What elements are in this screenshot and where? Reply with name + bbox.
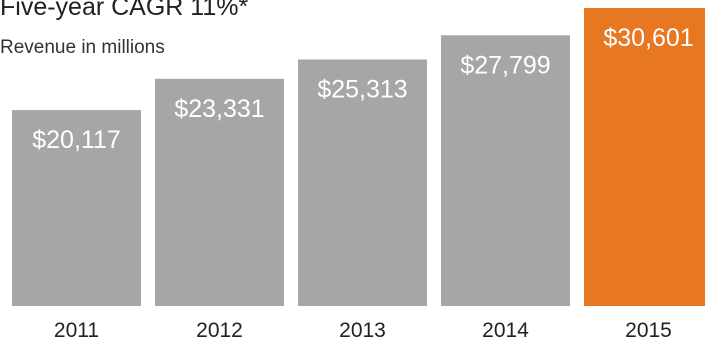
data-label-2013: $25,313 — [317, 75, 407, 103]
data-label-2014: $27,799 — [460, 51, 550, 79]
x-tick-label-2011: 2011 — [54, 319, 99, 342]
data-label-2015: $30,601 — [603, 24, 693, 52]
bar-2011 — [12, 110, 141, 306]
data-label-2011: $20,117 — [32, 126, 121, 154]
bar-2015 — [584, 8, 705, 306]
chart-subtitle: Revenue in millions — [0, 37, 165, 58]
x-tick-label-2014: 2014 — [482, 319, 529, 342]
chart-title: Five-year CAGR 11%* — [0, 0, 249, 21]
bar-2013 — [298, 59, 427, 306]
bar-2014 — [441, 35, 570, 306]
data-label-2012: $23,331 — [174, 95, 264, 123]
x-tick-label-2012: 2012 — [196, 319, 243, 342]
x-tick-label-2015: 2015 — [625, 319, 672, 342]
x-tick-label-2013: 2013 — [339, 319, 386, 342]
bar-2012 — [155, 78, 284, 307]
